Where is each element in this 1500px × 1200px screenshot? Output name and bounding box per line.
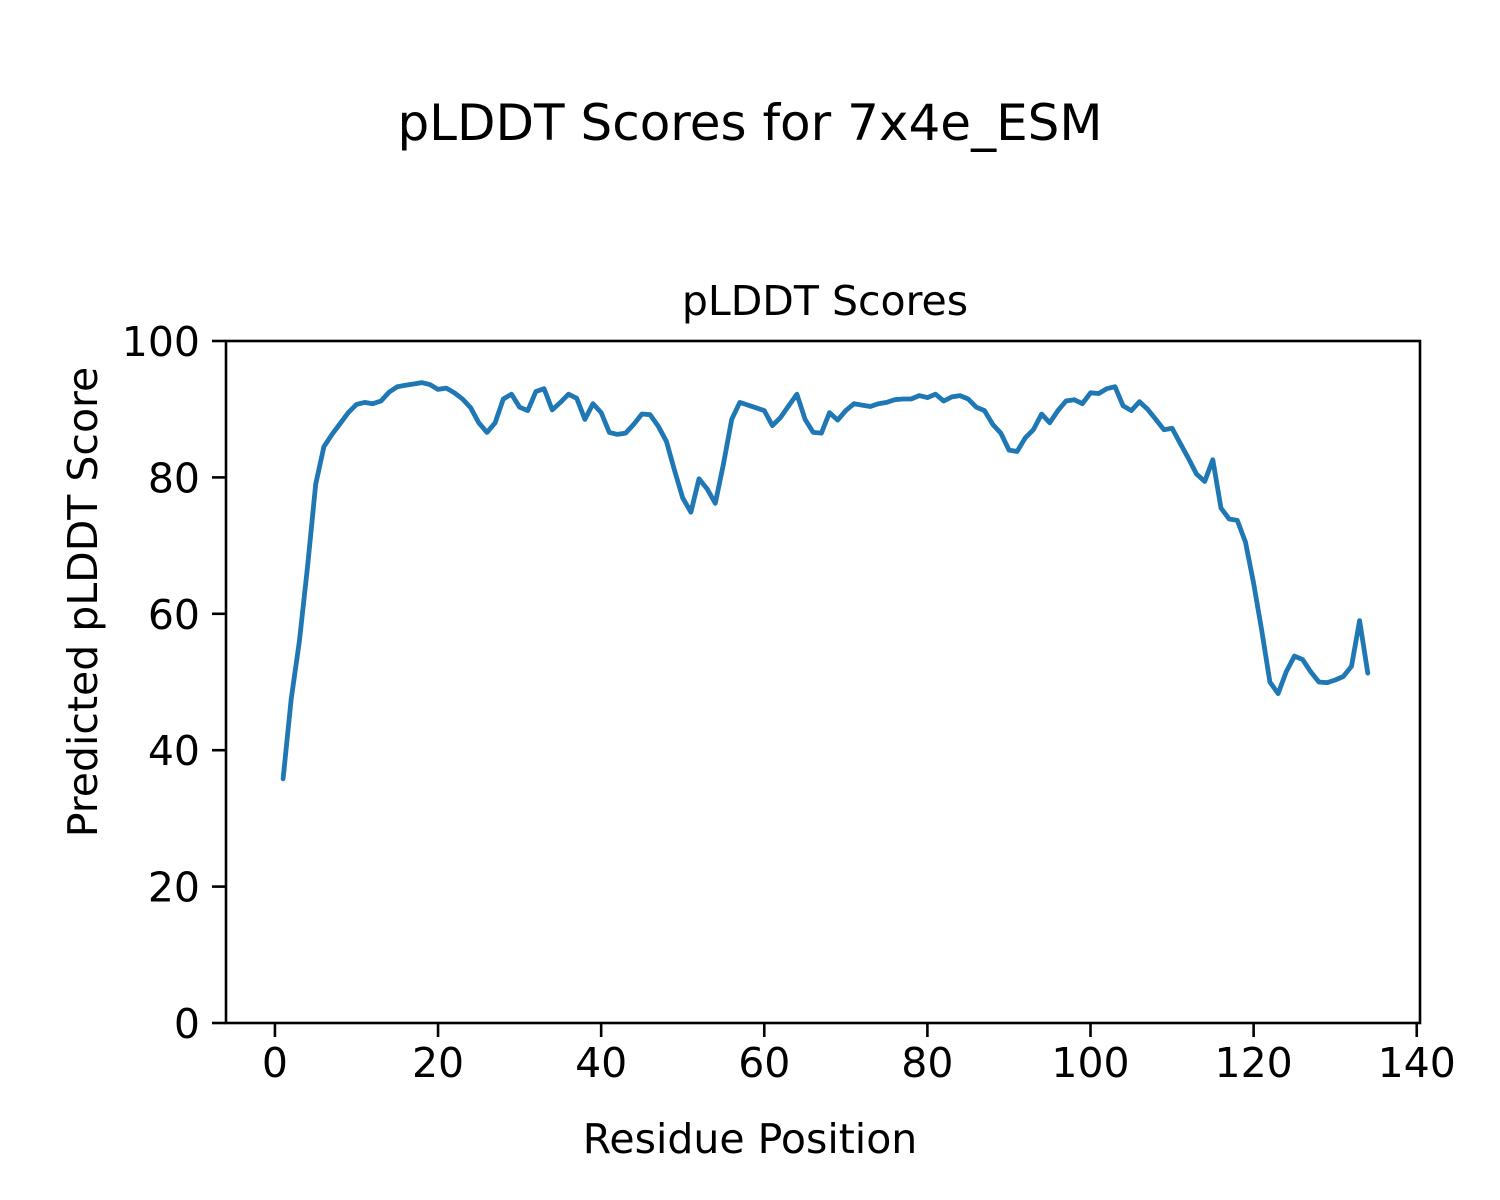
y-tick-label: 100 <box>122 318 200 366</box>
y-tick-label: 40 <box>148 727 200 775</box>
x-tick-label: 100 <box>1051 1039 1129 1087</box>
axes-title: pLDDT Scores <box>682 277 968 325</box>
x-tick-label: 80 <box>901 1039 953 1087</box>
plddt-line-series <box>280 380 1371 782</box>
x-tick-label: 120 <box>1214 1039 1292 1087</box>
y-tick-label: 0 <box>174 1000 200 1048</box>
x-tick-label: 40 <box>575 1039 627 1087</box>
x-tick-label: 140 <box>1378 1039 1456 1087</box>
figure-suptitle: pLDDT Scores for 7x4e_ESM <box>397 94 1102 152</box>
x-tick-label: 0 <box>262 1039 288 1087</box>
y-tick-label: 20 <box>148 864 200 912</box>
axes-spines <box>224 339 1422 1025</box>
y-tick-label: 80 <box>148 454 200 502</box>
x-tick-label: 20 <box>412 1039 464 1087</box>
y-tick-label: 60 <box>148 591 200 639</box>
axis-tick-labels: 0 20 40 60 80 100 120 140 0 20 40 60 80 100 <box>122 318 1456 1087</box>
y-axis-label: Predicted pLDDT Score <box>59 367 107 837</box>
x-tick-label: 60 <box>738 1039 790 1087</box>
axis-ticks <box>212 339 1419 1037</box>
x-axis-label: Residue Position <box>583 1115 918 1163</box>
